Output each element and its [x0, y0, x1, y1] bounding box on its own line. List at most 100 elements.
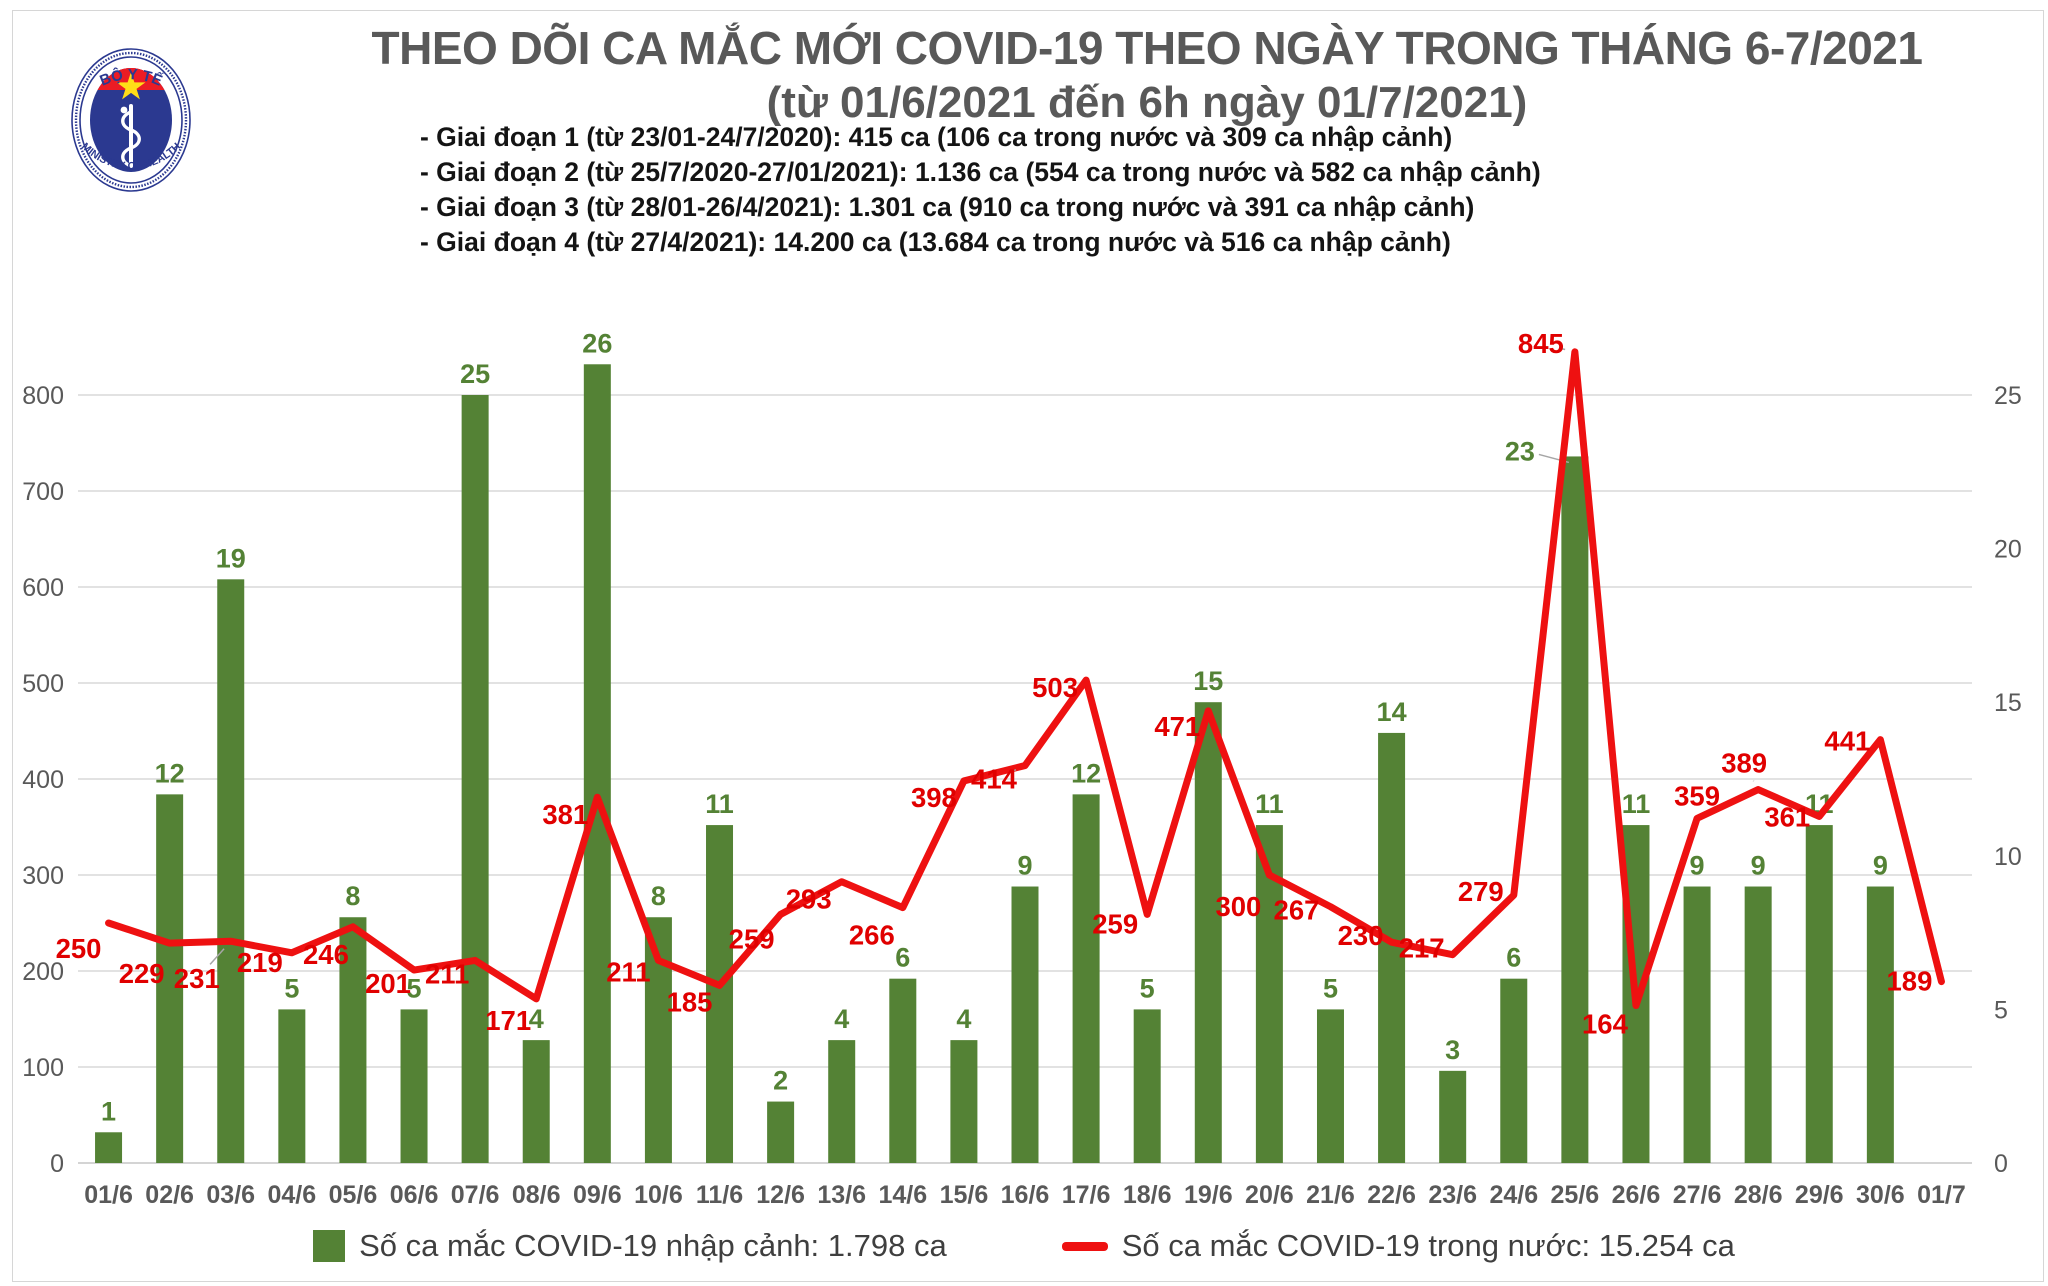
- bar: [889, 978, 917, 1163]
- bar-value-label: 8: [345, 881, 360, 911]
- line-value-label: 231: [174, 963, 220, 994]
- line-value-label: 211: [425, 958, 469, 989]
- x-axis-date-label: 02/6: [145, 1181, 194, 1209]
- bar-value-label: 9: [1690, 851, 1705, 881]
- x-axis-date-label: 24/6: [1489, 1181, 1538, 1209]
- x-axis-date-label: 01/7: [1917, 1181, 1966, 1209]
- line-value-label: 845: [1518, 328, 1564, 359]
- x-axis-date-label: 11/6: [696, 1181, 743, 1209]
- left-axis-tick-label: 0: [50, 1150, 64, 1178]
- line-value-label: 361: [1764, 801, 1810, 832]
- x-axis-date-label: 20/6: [1245, 1181, 1294, 1209]
- line-value-label: 300: [1215, 891, 1261, 922]
- line-value-label: 201: [365, 968, 411, 999]
- legend-bar-swatch: [313, 1230, 346, 1262]
- bar: [339, 917, 367, 1163]
- x-axis-date-label: 15/6: [940, 1181, 989, 1209]
- legend-line-label: Số ca mắc COVID-19 trong nước: 15.254 ca: [1121, 1228, 1735, 1263]
- x-axis-date-label: 13/6: [817, 1181, 866, 1209]
- line-value-label: 229: [119, 958, 165, 989]
- logo-hatch-ring: [74, 51, 188, 189]
- x-axis-date-label: 29/6: [1795, 1181, 1844, 1209]
- x-axis-date-label: 10/6: [634, 1181, 683, 1209]
- bar-value-label: 9: [1751, 851, 1766, 881]
- phase-notes: - Giai đoạn 1 (từ 23/01-24/7/2020): 415 …: [420, 120, 1541, 260]
- logo-snake-head: [120, 106, 128, 114]
- phase-note-3: - Giai đoạn 3 (từ 28/01-26/4/2021): 1.30…: [420, 192, 1475, 222]
- bar: [461, 395, 489, 1163]
- x-axis-date-label: 22/6: [1367, 1181, 1416, 1209]
- bar-value-label: 23: [1505, 436, 1535, 466]
- phase-note-4: - Giai đoạn 4 (từ 27/4/2021): 14.200 ca …: [420, 227, 1451, 257]
- line-value-label: 381: [542, 799, 588, 830]
- phase-note-2: - Giai đoạn 2 (từ 25/7/2020-27/01/2021):…: [420, 157, 1541, 187]
- left-axis-tick-label: 200: [22, 958, 64, 986]
- bar: [828, 1040, 856, 1163]
- x-axis-date-label: 08/6: [512, 1181, 561, 1209]
- bar-value-label: 6: [895, 943, 910, 973]
- x-axis-date-label: 12/6: [756, 1181, 805, 1209]
- right-axis-tick-label: 0: [1994, 1150, 2008, 1178]
- bar-value-label: 11: [705, 789, 734, 819]
- left-axis-tick-label: 100: [22, 1054, 64, 1082]
- bar: [583, 364, 611, 1163]
- x-axis-date-label: 23/6: [1428, 1181, 1477, 1209]
- bar: [1194, 702, 1222, 1163]
- line-value-label: 293: [786, 884, 832, 915]
- x-axis-date-label: 01/6: [84, 1181, 133, 1209]
- left-axis-tick-label: 300: [22, 862, 64, 890]
- right-axis-tick-label: 5: [1994, 996, 2008, 1024]
- line-value-label: 414: [971, 764, 1018, 795]
- label-leader-line: [1011, 768, 1017, 773]
- left-axis-tick-label: 400: [22, 766, 64, 794]
- x-axis-date-label: 16/6: [1001, 1181, 1050, 1209]
- domestic-cases-line: [105, 348, 1945, 1010]
- bar: [95, 1132, 123, 1163]
- left-axis-tick-label: 500: [22, 670, 64, 698]
- line-value-label: 185: [667, 986, 713, 1017]
- bar: [522, 1040, 550, 1163]
- line-value-label: 503: [1032, 672, 1078, 703]
- line-value-label: 259: [729, 923, 775, 954]
- bar-value-label: 14: [1377, 697, 1407, 727]
- bar-value-label: 5: [1140, 973, 1155, 1003]
- bar-value-label: 2: [773, 1066, 788, 1096]
- label-leader-line: [209, 948, 225, 965]
- bar: [1011, 886, 1039, 1163]
- logo-staff: [129, 104, 133, 168]
- logo-outer-ring: [71, 48, 191, 192]
- logo-snake: [121, 110, 141, 168]
- bar-value-label: 8: [651, 881, 666, 911]
- legend-line-swatch: [1061, 1241, 1108, 1251]
- line-value-label: 230: [1338, 920, 1384, 951]
- line-value-label: 189: [1887, 966, 1933, 997]
- bar-value-label: 5: [407, 973, 422, 1003]
- bar: [1316, 1009, 1344, 1163]
- x-axis-date-label: 04/6: [268, 1181, 317, 1209]
- logo-inner-ring: [79, 56, 183, 184]
- line-value-label: 266: [849, 920, 895, 951]
- left-axis-tick-label: 600: [22, 574, 64, 602]
- legend-item-imported: Số ca mắc COVID-19 nhập cảnh: 1.798 ca: [313, 1228, 947, 1264]
- title-line-2: (từ 01/6/2021 đến 6h ngày 01/7/2021): [766, 78, 1528, 127]
- bar: [950, 1040, 978, 1163]
- phase-note-1: - Giai đoạn 1 (từ 23/01-24/7/2020): 415 …: [420, 122, 1453, 152]
- line-value-label: 219: [237, 947, 283, 978]
- bar: [1439, 1070, 1467, 1163]
- bar: [1805, 825, 1833, 1163]
- bar-value-label: 25: [460, 359, 490, 389]
- bar: [1072, 794, 1100, 1163]
- x-axis-date-label: 21/6: [1306, 1181, 1355, 1209]
- bar: [1866, 886, 1894, 1163]
- x-axis-date-label: 18/6: [1123, 1181, 1172, 1209]
- x-axis-date-label: 19/6: [1184, 1181, 1233, 1209]
- x-axis-date-label: 14/6: [878, 1181, 927, 1209]
- x-axis-date-label: 30/6: [1856, 1181, 1905, 1209]
- logo-star: [116, 72, 146, 100]
- bar: [1378, 732, 1406, 1163]
- bar-value-label: 3: [1445, 1035, 1460, 1065]
- bar-value-label: 4: [834, 1004, 849, 1034]
- x-axis-date-label: 27/6: [1673, 1181, 1722, 1209]
- line-value-label: 211: [606, 956, 650, 987]
